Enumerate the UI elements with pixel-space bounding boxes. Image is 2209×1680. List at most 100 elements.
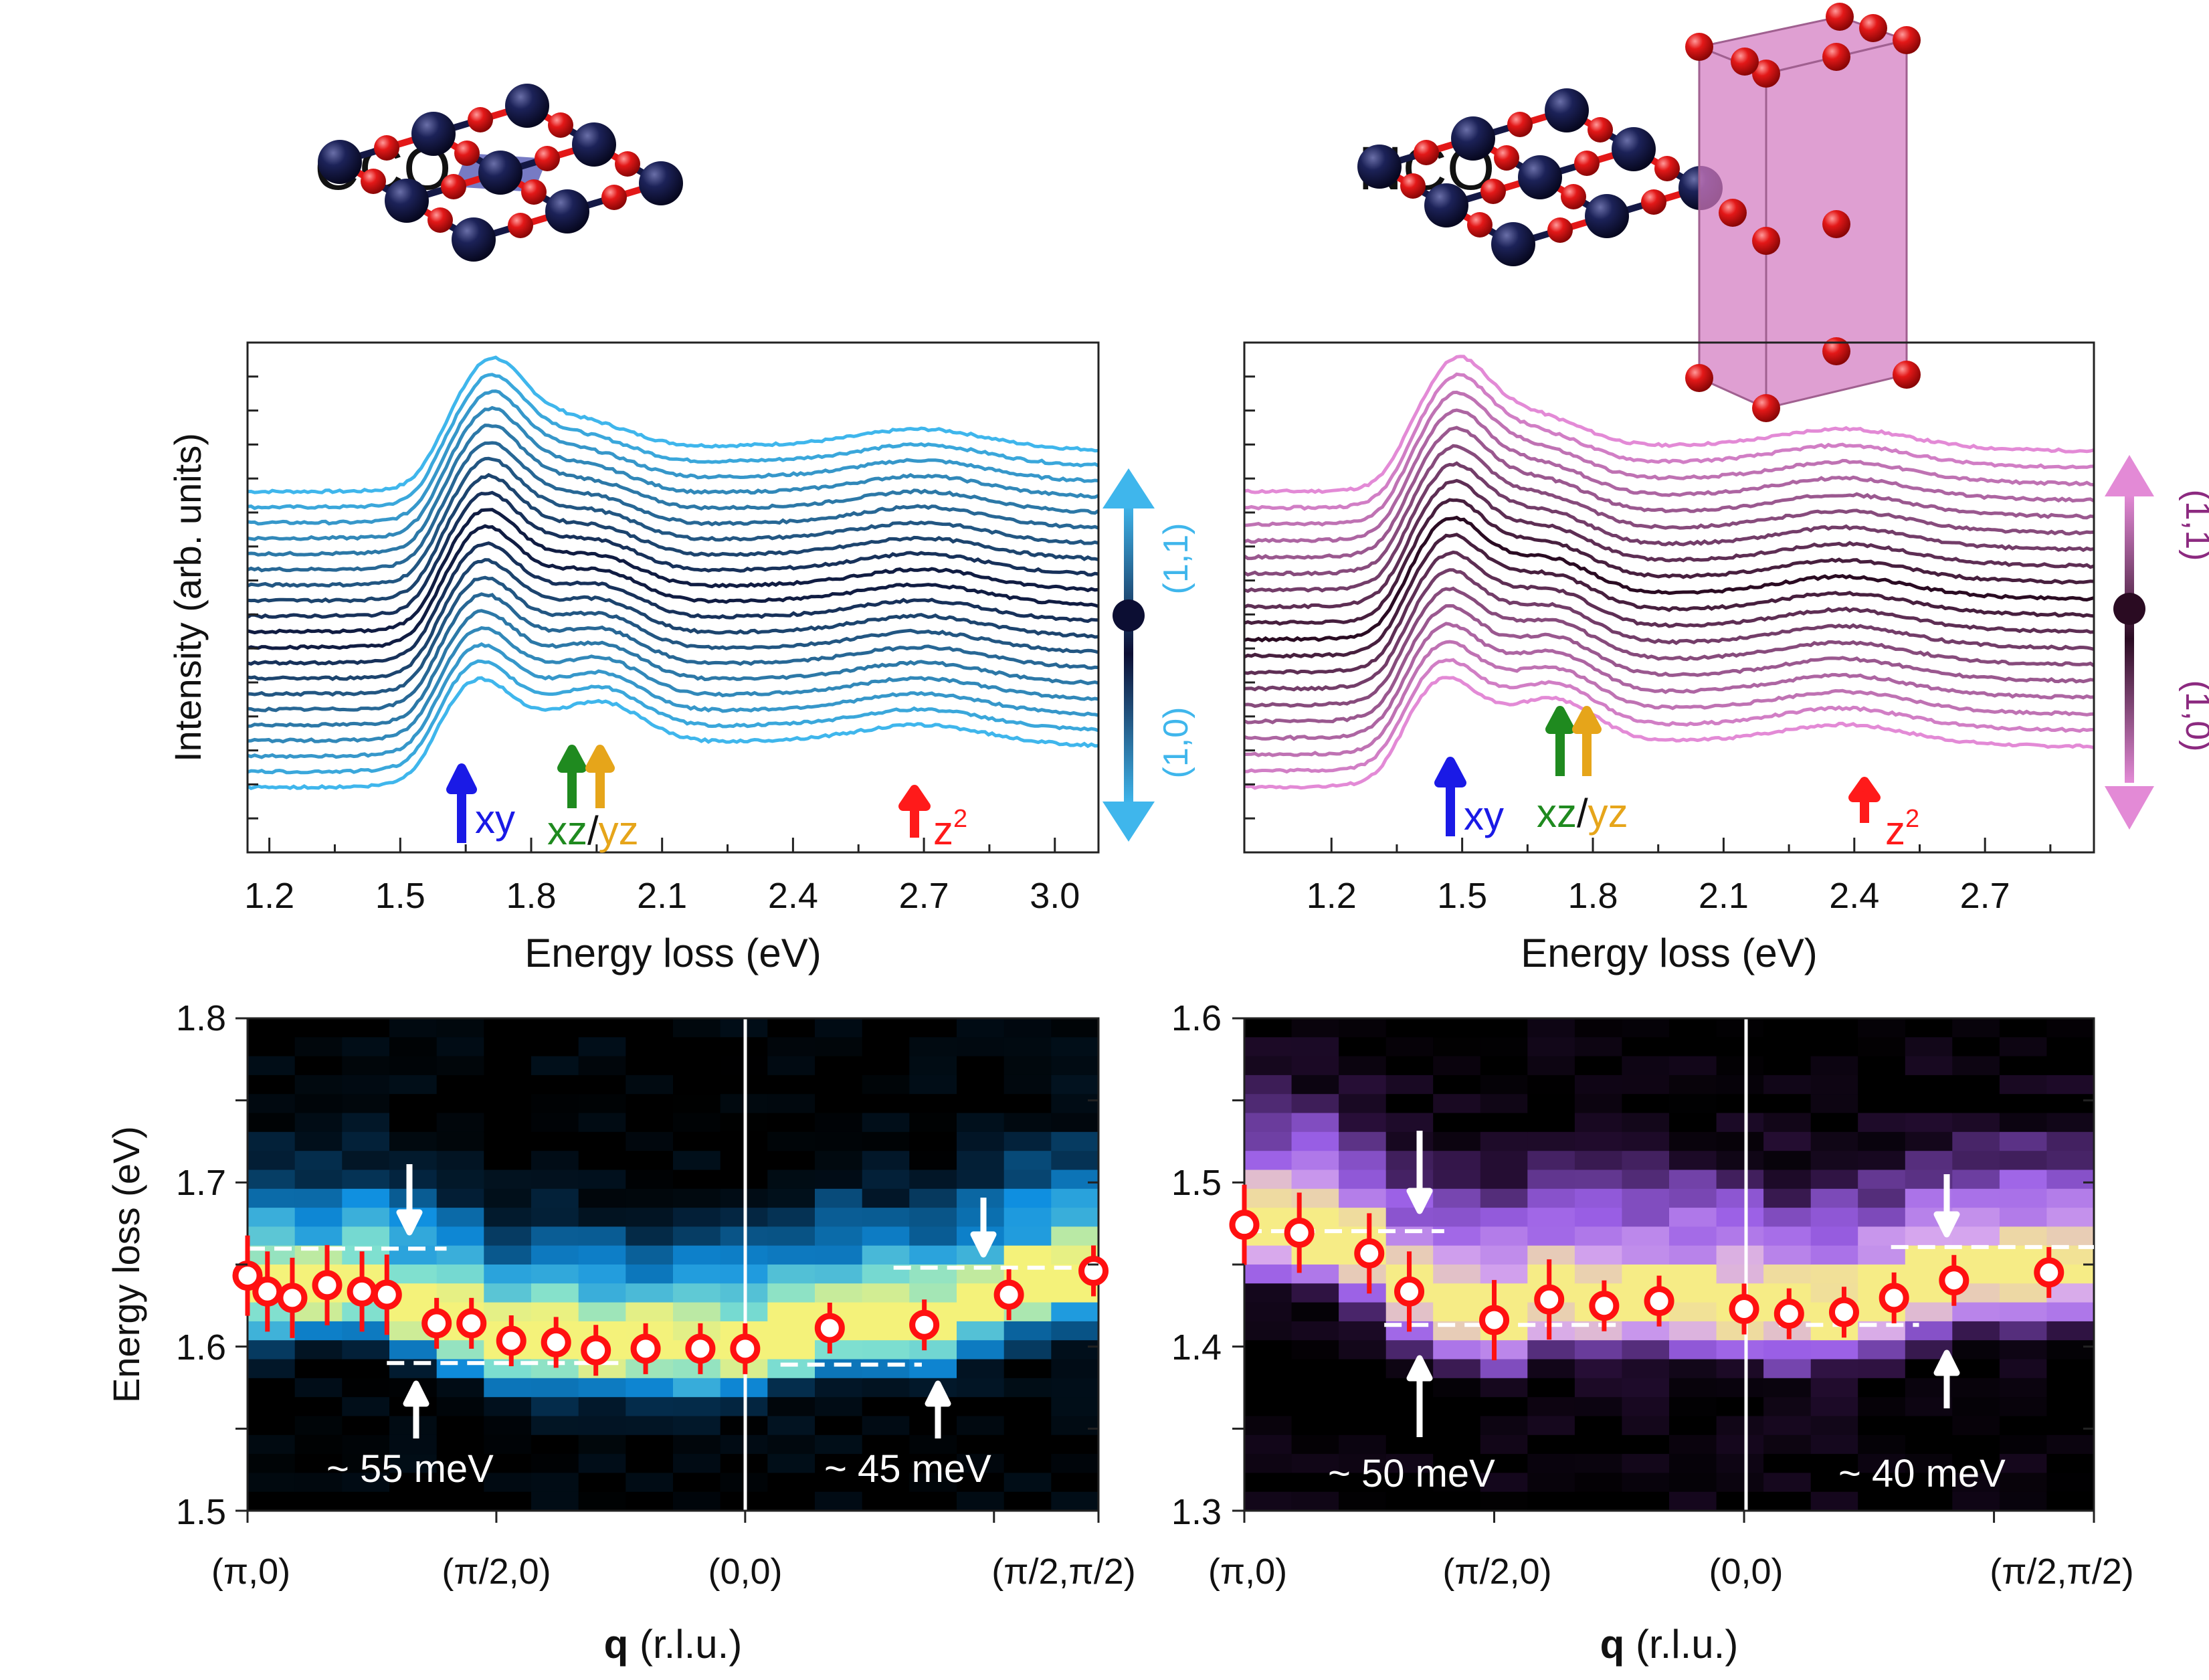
map-cell	[862, 1340, 910, 1360]
map-cell	[248, 1094, 296, 1114]
map-cell	[436, 1378, 485, 1398]
map-cell	[1291, 1454, 1340, 1474]
map-cell	[1952, 1454, 2000, 1474]
map-cell	[1003, 1416, 1052, 1436]
spectrum-curve	[1244, 372, 2094, 511]
map-cell	[1433, 1245, 1481, 1265]
map-cell	[1385, 1113, 1434, 1133]
map-cell	[2046, 1302, 2095, 1322]
map-cell	[1244, 1454, 1292, 1474]
map-cell	[1385, 1075, 1434, 1095]
map-cell	[1433, 1208, 1481, 1228]
map-cell	[1527, 1056, 1575, 1076]
map-cell	[1051, 1226, 1099, 1246]
map-cell	[1527, 1075, 1575, 1095]
map-cell	[1858, 1131, 1906, 1152]
map-cell	[436, 1340, 485, 1360]
map-cell	[1339, 1151, 1387, 1171]
map-cell	[1527, 1454, 1575, 1474]
map-cell	[1003, 1075, 1052, 1095]
spectrum-curve	[248, 558, 1098, 681]
map-cell	[1480, 1037, 1529, 1057]
map-cell	[531, 1056, 579, 1076]
map-cell	[294, 1113, 343, 1133]
map-cell	[1858, 1113, 1906, 1133]
copper-atom	[411, 112, 456, 156]
map-cell	[1999, 1226, 2048, 1246]
map-cell	[909, 1188, 957, 1209]
map-cell	[1763, 1265, 1812, 1285]
map-cell	[673, 1075, 721, 1095]
map-cell	[1003, 1170, 1052, 1190]
map-cell	[436, 1265, 485, 1285]
map-cell	[531, 1226, 579, 1246]
map-cell	[342, 1113, 390, 1133]
map-cell	[1433, 1131, 1481, 1152]
map-cell	[1433, 1170, 1481, 1190]
map-cell	[1905, 1037, 1953, 1057]
oxygen-atom	[1752, 227, 1780, 255]
map-cell	[1480, 1170, 1529, 1190]
map-cell	[2046, 1208, 2095, 1228]
ytick-label: 1.5	[1171, 1163, 1222, 1203]
map-cell	[767, 1037, 815, 1057]
map-cell	[815, 1416, 863, 1436]
nco-yz-text: yz	[1588, 791, 1628, 836]
map-cell	[626, 1416, 674, 1436]
map-cell	[1339, 1321, 1387, 1341]
spectrum-curve	[248, 642, 1098, 759]
map-cell	[1003, 1397, 1052, 1417]
map-cell	[1669, 1170, 1717, 1190]
copper-atom	[572, 122, 616, 167]
map-cell	[1716, 1075, 1765, 1095]
cco-z-text: z	[933, 808, 953, 853]
q-units: (r.l.u.)	[1624, 1622, 1738, 1667]
map-cell	[436, 1208, 485, 1228]
map-cell	[815, 1226, 863, 1246]
spectrum-curve	[248, 441, 1098, 573]
map-cell	[1952, 1208, 2000, 1228]
map-cell	[2046, 1340, 2095, 1360]
map-cell	[673, 1226, 721, 1246]
map-cell	[294, 1208, 343, 1228]
nco-z-text: z	[1885, 808, 1905, 853]
data-point	[1644, 1286, 1674, 1317]
map-cell	[767, 1265, 815, 1285]
map-cell	[248, 1454, 296, 1474]
map-cell	[1574, 1397, 1623, 1417]
map-cell	[909, 1473, 957, 1493]
map-cell	[342, 1359, 390, 1379]
map-cell	[1905, 1131, 1953, 1152]
nco-xy-label: xy	[1464, 794, 1504, 838]
map-cell	[531, 1416, 579, 1436]
ytick-label: 1.5	[176, 1492, 226, 1532]
map-cell	[389, 1075, 438, 1095]
copper-atom	[505, 84, 549, 128]
map-cell	[815, 1340, 863, 1360]
map-cell	[1810, 1037, 1859, 1057]
map-cell	[389, 1113, 438, 1133]
map-cell	[1858, 1208, 1906, 1228]
xtick-label: 2.7	[899, 876, 949, 916]
map-cell	[862, 1131, 910, 1152]
map-cell	[815, 1075, 863, 1095]
map-cell	[1858, 1056, 1906, 1076]
map-cell	[1952, 1170, 2000, 1190]
map-cell	[862, 1037, 910, 1057]
map-cell	[1763, 1340, 1812, 1360]
map-cell	[1669, 1094, 1717, 1114]
map-cell	[248, 1340, 296, 1360]
map-cell	[1669, 1245, 1717, 1265]
nco-spectra-panel: 1.2 1.5 1.8 2.1 2.4 2.7 Energy loss (eV)…	[1243, 341, 2209, 975]
map-cell	[1051, 1113, 1099, 1133]
cco-arrow-down-right	[970, 1198, 997, 1258]
map-cell	[1622, 1075, 1670, 1095]
map-cell	[673, 1056, 721, 1076]
map-cell	[1952, 1188, 2000, 1209]
map-cell	[1480, 1340, 1529, 1360]
map-cell	[1669, 1454, 1717, 1474]
map-cell	[1291, 1473, 1340, 1493]
map-cell	[1763, 1491, 1812, 1511]
data-point	[312, 1270, 343, 1301]
data-point	[371, 1279, 402, 1310]
